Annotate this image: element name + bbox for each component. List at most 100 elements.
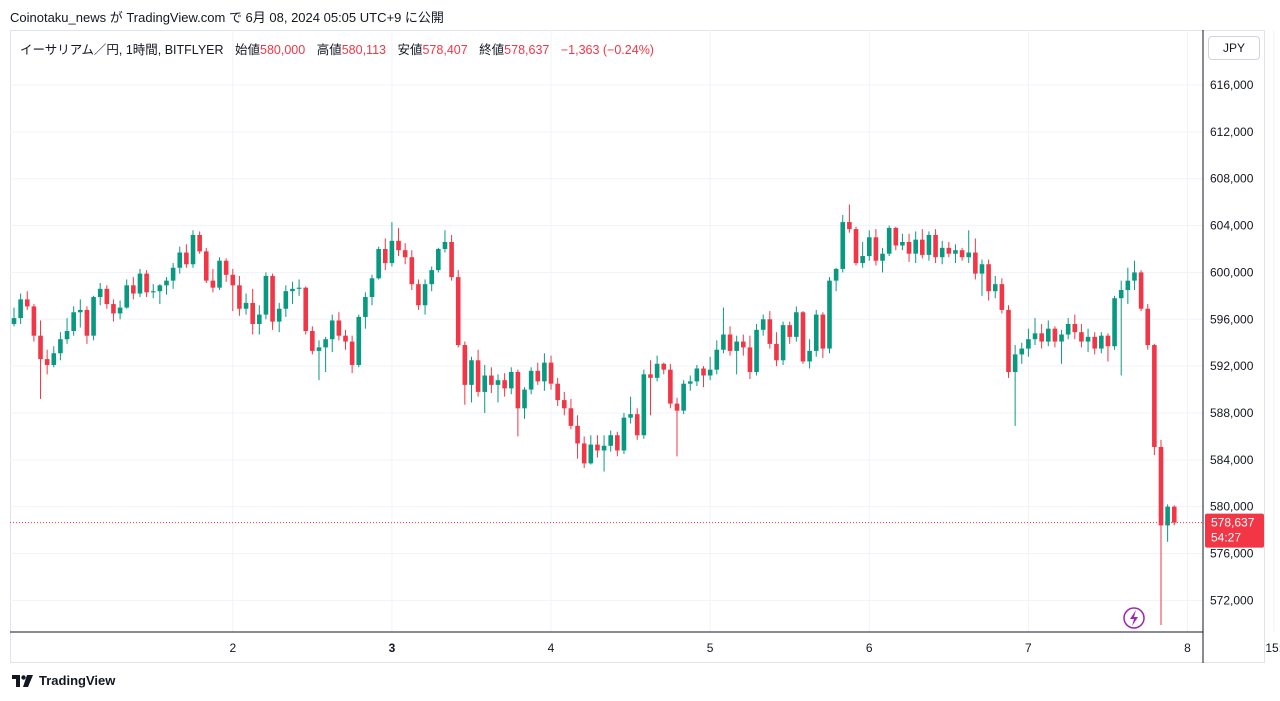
candle <box>310 326 315 355</box>
candle-body <box>276 308 282 322</box>
candle <box>203 247 209 283</box>
candle <box>24 291 30 310</box>
footer-brand[interactable]: TradingView <box>12 673 115 688</box>
candle-body <box>608 435 613 446</box>
candle <box>794 306 799 342</box>
candle-body <box>104 288 110 305</box>
candle <box>18 293 23 324</box>
candle <box>780 321 786 365</box>
candle <box>522 387 527 419</box>
candle <box>913 231 918 264</box>
candle-body <box>11 318 17 324</box>
candle-body <box>84 309 90 336</box>
candle <box>508 367 514 395</box>
candle <box>727 326 733 356</box>
chart-frame <box>10 30 1265 663</box>
candle-body <box>933 234 938 258</box>
event-flash-icon[interactable] <box>1123 607 1145 629</box>
candle-body <box>860 256 865 264</box>
candle <box>581 436 587 469</box>
candle <box>555 377 560 406</box>
candle-body <box>681 383 686 411</box>
candle <box>131 277 136 300</box>
candle <box>535 362 541 385</box>
candle-body <box>707 369 713 376</box>
candle <box>701 366 706 388</box>
candle-body <box>535 370 541 382</box>
price-tick-label: 608,000 <box>1210 172 1254 186</box>
candle <box>475 349 481 397</box>
candle-body <box>402 250 408 258</box>
candle <box>754 323 759 376</box>
candle <box>992 275 998 299</box>
candle <box>966 230 972 264</box>
candle-body <box>787 325 793 337</box>
candle <box>376 246 381 280</box>
candle <box>356 314 362 368</box>
candle <box>1019 342 1025 364</box>
candle-body <box>721 334 726 350</box>
candle <box>442 230 448 253</box>
candle <box>608 430 613 452</box>
candle-body <box>455 277 461 346</box>
candle-body <box>1099 335 1104 349</box>
price-tick-label: 576,000 <box>1210 547 1254 561</box>
candle-body <box>137 273 143 294</box>
candle-body <box>1118 290 1124 299</box>
candle-body <box>190 234 196 265</box>
candle <box>741 334 746 356</box>
candle-body <box>992 284 998 292</box>
price-tick-label: 572,000 <box>1210 593 1254 607</box>
candle-body <box>376 249 381 279</box>
candle-body <box>124 285 130 308</box>
candle-body <box>939 247 945 258</box>
candle-body <box>555 383 560 401</box>
price-tick-label: 616,000 <box>1210 78 1254 92</box>
candle-body <box>482 375 488 392</box>
footer-brand-label: TradingView <box>39 673 116 688</box>
candle <box>323 336 328 372</box>
time-tick-label: 4 <box>548 641 555 655</box>
candle <box>343 329 348 350</box>
candle <box>184 244 189 268</box>
candle <box>621 412 627 454</box>
candle-body <box>581 443 587 464</box>
candle <box>979 259 985 296</box>
candle <box>641 369 647 439</box>
candle <box>654 355 660 382</box>
candle <box>528 367 534 395</box>
time-axis: 2 3 4 5 6 7 8 15: <box>229 641 1280 655</box>
candle-body <box>687 381 693 384</box>
candle-body <box>97 288 103 298</box>
candle-body <box>920 239 925 255</box>
candle-body <box>926 234 932 255</box>
candle-body <box>747 347 753 372</box>
candle-body <box>44 359 50 365</box>
candle <box>84 306 90 344</box>
candle-body <box>1026 339 1031 349</box>
price-tick-label: 612,000 <box>1210 125 1254 139</box>
candle-body <box>866 237 872 257</box>
candle <box>117 300 123 320</box>
candle-body <box>24 299 30 307</box>
candle <box>661 362 667 375</box>
candle-body <box>71 312 76 331</box>
candle-body <box>283 291 289 309</box>
candle <box>137 268 143 298</box>
currency-button[interactable]: JPY <box>1208 36 1260 60</box>
candle <box>462 341 468 405</box>
candle-body <box>1006 309 1011 372</box>
candle <box>840 215 846 273</box>
candle-body <box>58 339 63 354</box>
candle <box>900 233 905 251</box>
candle-body <box>900 241 905 246</box>
candle <box>880 247 885 273</box>
candle <box>714 340 720 375</box>
candle-body <box>595 444 600 451</box>
candle-body <box>515 371 521 409</box>
candle <box>588 435 594 465</box>
candle <box>296 279 302 296</box>
candle <box>436 247 441 273</box>
candle <box>747 335 753 380</box>
